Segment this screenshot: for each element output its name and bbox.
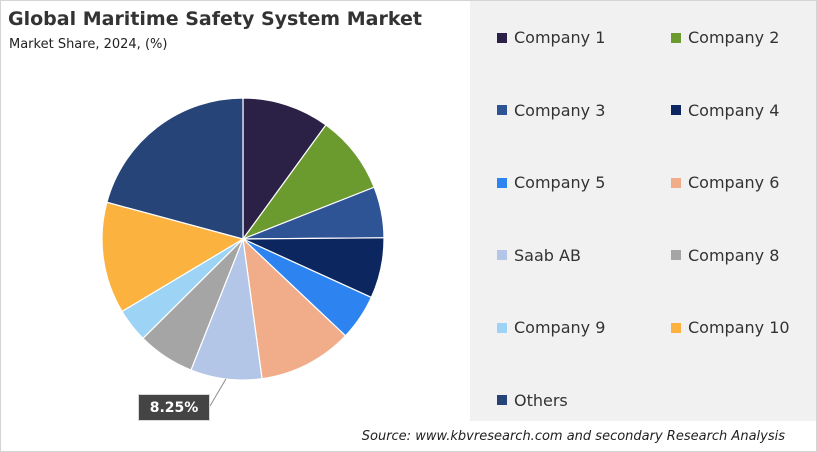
legend-item-company-5: Company 5 xyxy=(497,173,605,192)
legend-label: Company 3 xyxy=(514,100,606,120)
legend-swatch xyxy=(497,105,507,115)
callout-leader-line xyxy=(209,378,227,407)
legend-item-company-2: Company 2 xyxy=(671,28,779,47)
legend-item-company-1: Company 1 xyxy=(497,28,605,47)
legend-item-company-10: Company 10 xyxy=(671,318,790,337)
legend-item-company-6: Company 6 xyxy=(671,173,779,192)
pie-chart xyxy=(101,97,385,407)
chart-title: Global Maritime Safety System Market xyxy=(8,8,422,30)
legend-item-company-4: Company 4 xyxy=(671,101,779,120)
legend-swatch xyxy=(671,105,681,115)
legend-swatch xyxy=(497,250,507,260)
pie-slice-company-2 xyxy=(241,124,375,241)
source-note: Source: www.kbvresearch.com and secondar… xyxy=(361,429,785,444)
legend-label: Others xyxy=(514,390,568,410)
legend-label: Company 10 xyxy=(688,318,790,337)
chart-subtitle: Market Share, 2024, (%) xyxy=(9,37,168,52)
pie-slice-company-6 xyxy=(242,237,347,380)
legend-swatch xyxy=(671,177,681,188)
pie-slice-others xyxy=(106,97,244,240)
legend-swatch xyxy=(671,32,681,43)
legend-label: Company 6 xyxy=(688,173,780,192)
legend-label: Saab AB xyxy=(514,245,581,265)
legend-swatch xyxy=(497,32,507,43)
legend-label: Company 9 xyxy=(514,318,606,337)
legend-swatch xyxy=(671,250,681,260)
legend-label: Company 5 xyxy=(514,173,606,192)
pie-slice-company-1 xyxy=(242,97,327,241)
legend-swatch xyxy=(497,177,507,188)
pie-slices xyxy=(101,97,385,381)
legend-item-others: Others xyxy=(497,391,568,410)
data-label-saab-ab: 8.25% xyxy=(138,394,210,421)
legend-label: Company 4 xyxy=(688,100,780,120)
legend-swatch xyxy=(671,322,681,333)
legend-label: Company 1 xyxy=(514,28,606,47)
legend-item-company-3: Company 3 xyxy=(497,101,605,120)
legend-swatch xyxy=(497,395,507,405)
legend-item-company-8: Company 8 xyxy=(671,246,779,265)
legend-label: Company 8 xyxy=(688,245,780,265)
legend-swatch xyxy=(497,322,507,333)
legend-item-company-9: Company 9 xyxy=(497,318,605,337)
legend-item-saab-ab: Saab AB xyxy=(497,246,581,265)
legend-panel xyxy=(470,1,816,421)
legend-label: Company 2 xyxy=(688,28,780,47)
